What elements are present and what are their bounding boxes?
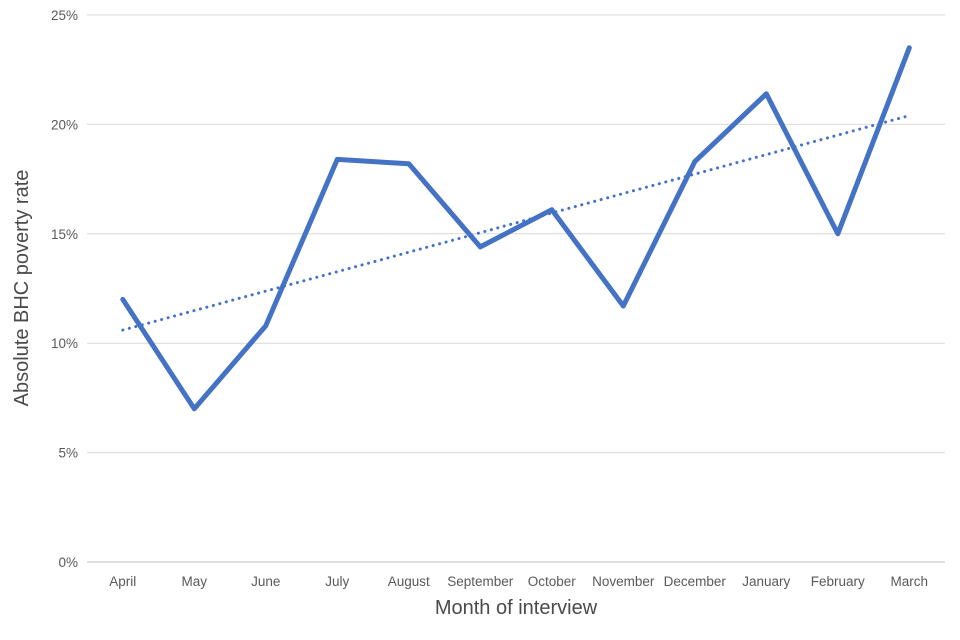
linear-trend-dotted-line — [121, 114, 911, 332]
x-category-label: December — [664, 574, 727, 589]
y-tick-label: 5% — [58, 446, 78, 461]
x-category-label: January — [742, 574, 790, 589]
x-axis-title: Month of interview — [435, 597, 598, 619]
x-category-label: May — [181, 574, 207, 589]
y-tick-label: 20% — [51, 117, 78, 132]
x-category-label: October — [528, 574, 577, 589]
poverty-rate-series-line — [120, 45, 912, 412]
gridlines — [87, 14, 945, 563]
x-category-label: November — [592, 574, 655, 589]
x-category-label: August — [388, 574, 430, 589]
x-category-label: February — [811, 574, 865, 589]
y-tick-label: 10% — [51, 336, 78, 351]
x-axis-category-labels: April May June July August September October No… — [109, 574, 928, 589]
y-tick-label: 15% — [51, 227, 78, 242]
x-category-label: April — [109, 574, 136, 589]
y-tick-label: 0% — [58, 555, 78, 570]
x-category-label: June — [251, 574, 280, 589]
x-category-label: September — [447, 574, 514, 589]
y-tick-label: 25% — [51, 8, 78, 23]
x-category-label: March — [890, 574, 928, 589]
y-axis-tick-labels: 0% 5% 10% 15% 20% 25% — [51, 8, 78, 570]
y-axis-title: Absolute BHC poverty rate — [11, 170, 33, 407]
x-category-label: July — [325, 574, 349, 589]
